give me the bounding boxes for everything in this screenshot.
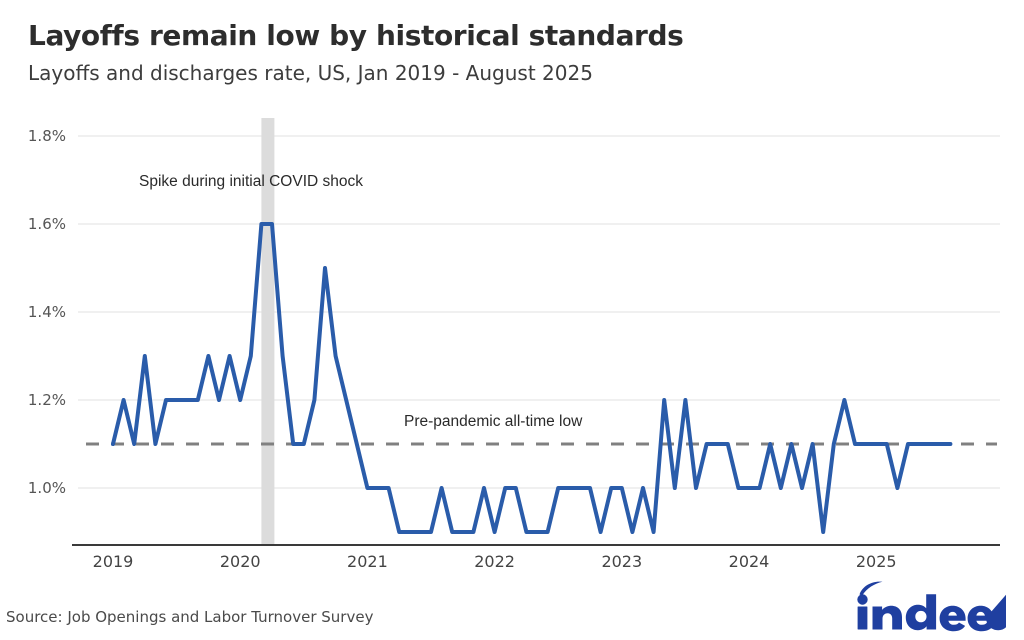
x-axis-tick-labels: 2019 2020 2021 2022 2023 2024 2025 (93, 552, 897, 571)
source-note: Source: Job Openings and Labor Turnover … (6, 608, 374, 626)
annotation-covid-shock: Spike during initial COVID shock (139, 173, 363, 190)
y-axis-tick-labels: 1.8% 1.6% 1.4% 1.2% 1.0% (28, 127, 66, 497)
x-axis-tick-label: 2021 (347, 552, 388, 571)
indeed-logo (826, 580, 1017, 632)
x-axis-tick-label: 2022 (474, 552, 515, 571)
x-axis-tick-label: 2020 (220, 552, 261, 571)
chart-subtitle: Layoffs and discharges rate, US, Jan 201… (28, 61, 593, 85)
y-axis-tick-label: 1.8% (28, 127, 66, 145)
indeed-logo-mark (857, 581, 1017, 632)
page-title: Layoffs remain low by historical standar… (28, 19, 684, 52)
chart-header: Layoffs remain low by historical standar… (28, 18, 988, 86)
annotation-pre-pandemic-low: Pre-pandemic all-time low (404, 413, 583, 430)
y-axis-tick-label: 1.6% (28, 215, 66, 233)
x-axis-tick-label: 2025 (856, 552, 897, 571)
x-axis-tick-label: 2019 (93, 552, 134, 571)
y-axis-tick-label: 1.2% (28, 391, 66, 409)
series-line (111, 222, 953, 534)
x-axis-tick-label: 2023 (601, 552, 642, 571)
x-axis-tick-label: 2024 (729, 552, 770, 571)
y-axis-tick-label: 1.4% (28, 303, 66, 321)
y-axis-tick-label: 1.0% (28, 479, 66, 497)
layoffs-rate-line (111, 222, 953, 534)
